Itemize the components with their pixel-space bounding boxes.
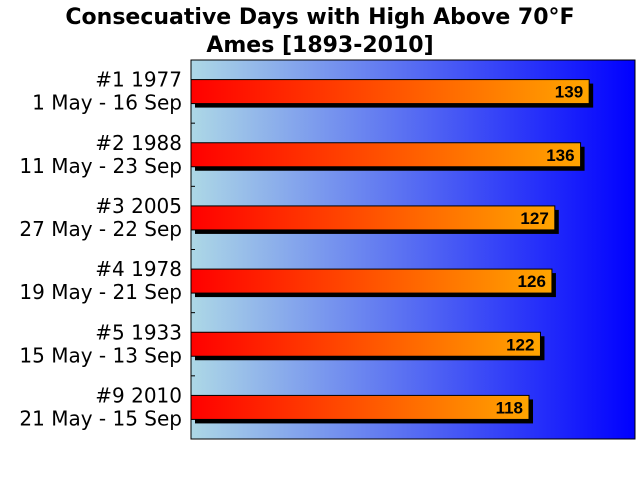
bars-group: 139 136 127 126 122 118	[190, 79, 594, 424]
bar-value-label: 118	[496, 398, 523, 417]
category-dates-label: 1 May - 16 Sep	[32, 91, 182, 115]
bar	[190, 205, 556, 231]
category-dates-label: 15 May - 13 Sep	[19, 343, 182, 367]
y-axis-ticks	[191, 122, 195, 377]
bar	[190, 79, 590, 105]
category-dates-label: 19 May - 21 Sep	[19, 280, 182, 304]
bar	[190, 394, 530, 420]
category-rank-label: #1 1977	[95, 68, 182, 92]
category-dates-label: 11 May - 23 Sep	[19, 154, 182, 178]
category-rank-label: #4 1978	[95, 257, 182, 281]
bar-value-label: 139	[555, 83, 583, 102]
bar-value-label: 122	[506, 335, 534, 354]
bar	[190, 331, 541, 357]
category-rank-label: #2 1988	[95, 131, 182, 155]
category-dates-label: 21 May - 15 Sep	[19, 406, 182, 430]
category-rank-label: #9 2010	[95, 383, 182, 407]
plot-area	[190, 59, 636, 440]
chart-title: Consecuative Days with High Above 70°F	[65, 5, 574, 30]
bar	[190, 268, 553, 294]
category-rank-label: #5 1933	[95, 320, 182, 344]
category-dates-label: 27 May - 22 Sep	[19, 217, 182, 241]
chart-subtitle: Ames [1893-2010]	[206, 33, 433, 58]
bar-value-label: 127	[520, 209, 548, 228]
category-rank-label: #3 2005	[95, 194, 182, 218]
bar	[190, 142, 582, 168]
bar-value-label: 136	[546, 146, 574, 165]
bar-value-label: 126	[518, 272, 546, 291]
